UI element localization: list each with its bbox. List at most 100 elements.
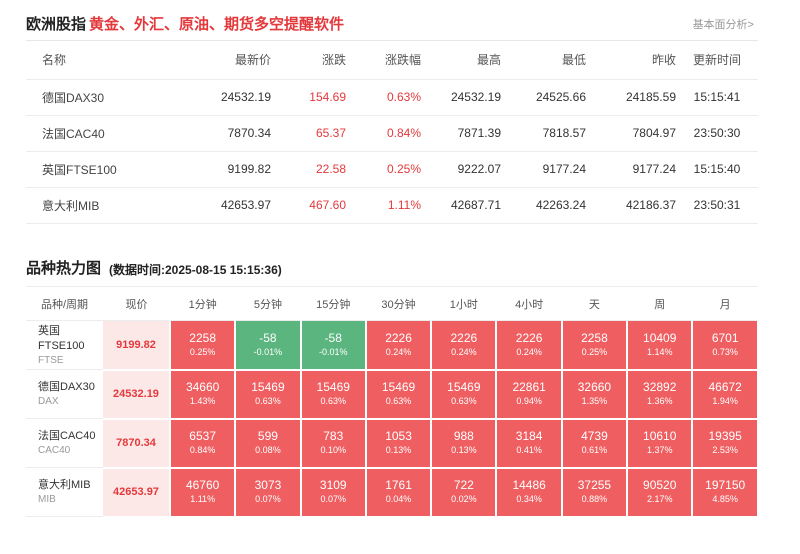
heatmap-cell[interactable]: 722 0.02% — [431, 467, 498, 518]
heatmap-cell[interactable]: 2226 0.24% — [431, 320, 498, 371]
symbol-code: DAX — [38, 396, 59, 407]
heatmap-cell[interactable]: 19395 2.53% — [692, 418, 759, 469]
heatmap-cell[interactable]: 6537 0.84% — [170, 418, 237, 469]
col-header-low: 最低 — [501, 41, 586, 80]
heatmap-cell[interactable]: 32660 1.35% — [561, 369, 629, 420]
symbol-cell[interactable]: 法国CAC40 CAC40 — [26, 418, 103, 468]
heatmap-cell[interactable]: 34660 1.43% — [170, 369, 237, 420]
heatmap-cell-pct: 0.24% — [385, 346, 412, 357]
heatmap-row[interactable]: 意大利MIB MIB 42653.97 46760 1.11% 3073 0.07% 3109… — [26, 467, 759, 518]
index-name[interactable]: 意大利MIB — [26, 187, 171, 224]
heatmap-cell[interactable]: 599 0.08% — [235, 418, 302, 469]
heatmap-cell[interactable]: -58 -0.01% — [235, 320, 302, 371]
heatmap-cell-value: 1053 — [385, 429, 412, 443]
heatmap-cell[interactable]: 1053 0.13% — [365, 418, 433, 469]
heatmap-cell-pct: 0.84% — [189, 445, 216, 455]
col-header-30min[interactable]: 30分钟 — [365, 286, 432, 321]
heatmap-cell-value: 2226 — [515, 330, 543, 345]
heatmap-cell[interactable]: -58 -0.01% — [300, 320, 367, 371]
col-header-day[interactable]: 天 — [561, 286, 628, 321]
heatmap-cell[interactable]: 2258 0.25% — [170, 320, 237, 371]
current-price: 7870.34 — [103, 418, 171, 469]
heatmap-cell[interactable]: 37255 0.88% — [561, 467, 629, 518]
heatmap-cell[interactable]: 3184 0.41% — [496, 418, 563, 469]
heatmap-cell-value: 90520 — [643, 478, 677, 492]
heatmap-cell[interactable]: 46672 1.94% — [692, 369, 759, 420]
heatmap-cell[interactable]: 2258 0.25% — [561, 320, 629, 371]
heatmap-cell[interactable]: 32892 1.36% — [627, 369, 694, 420]
heatmap-cell-pct: 0.94% — [516, 396, 542, 406]
col-header-high: 最高 — [421, 41, 501, 80]
heatmap-cell-value: 1761 — [385, 478, 412, 492]
col-header-change: 涨跌 — [271, 41, 346, 80]
heatmap-cell-pct: 1.11% — [190, 494, 216, 504]
heatmap-cell[interactable]: 15469 0.63% — [235, 369, 302, 420]
heatmap-cell-pct: 0.04% — [385, 494, 412, 504]
heatmap-cell[interactable]: 197150 4.85% — [692, 467, 759, 518]
heatmap-cell[interactable]: 15469 0.63% — [431, 369, 498, 420]
heatmap-cell[interactable]: 3109 0.07% — [300, 467, 367, 518]
promo-slogan-link[interactable]: 黄金、外汇、原油、期货多空提醒软件 — [89, 16, 345, 33]
col-header-week[interactable]: 周 — [627, 286, 693, 321]
heatmap-cell-value: 15469 — [316, 380, 350, 394]
col-header-month[interactable]: 月 — [692, 286, 758, 321]
heatmap-row[interactable]: 德国DAX30 DAX 24532.19 34660 1.43% 15469 0.63% 15… — [26, 369, 759, 420]
heatmap-cell[interactable]: 4739 0.61% — [561, 418, 629, 469]
table-row[interactable]: 法国CAC40 7870.34 65.37 0.84% 7871.39 7818… — [26, 115, 758, 152]
table-row[interactable]: 德国DAX30 24532.19 154.69 0.63% 24532.19 2… — [26, 79, 758, 116]
col-header-name: 名称 — [26, 41, 171, 80]
index-name[interactable]: 法国CAC40 — [26, 115, 171, 152]
col-header-last: 最新价 — [171, 41, 271, 80]
heatmap-cell[interactable]: 10409 1.14% — [627, 320, 694, 371]
last-price: 9199.82 — [171, 151, 271, 188]
heatmap-cell[interactable]: 15469 0.63% — [365, 369, 433, 420]
heatmap-cell[interactable]: 15469 0.63% — [300, 369, 367, 420]
symbol-cell[interactable]: 德国DAX30 DAX — [26, 369, 103, 419]
heatmap-row[interactable]: 法国CAC40 CAC40 7870.34 6537 0.84% 599 0.08% 783 0… — [26, 418, 759, 469]
index-name[interactable]: 英国FTSE100 — [26, 151, 171, 188]
heatmap-cell-pct: 1.35% — [581, 396, 608, 406]
heatmap-cell-pct: 2.17% — [646, 494, 673, 504]
col-header-15min[interactable]: 15分钟 — [300, 286, 366, 321]
heatmap-cell-value: 6537 — [189, 429, 216, 443]
fundamental-analysis-link[interactable]: 基本面分析> — [692, 19, 754, 31]
heatmap-cell[interactable]: 783 0.10% — [300, 418, 367, 469]
heatmap-row[interactable]: 英国FTSE100 FTSE 9199.82 2258 0.25% -58 -0.01% -5… — [26, 320, 759, 371]
col-header-1hour[interactable]: 1小时 — [431, 286, 497, 321]
col-header-1min[interactable]: 1分钟 — [170, 286, 236, 321]
heatmap-cell[interactable]: 2226 0.24% — [496, 320, 563, 371]
col-header-4hour[interactable]: 4小时 — [496, 286, 562, 321]
heatmap-cell[interactable]: 22861 0.94% — [496, 369, 563, 420]
symbol-name: 英国FTSE100 — [38, 324, 85, 352]
change: 65.37 — [271, 115, 346, 152]
index-quote-table: 名称 最新价 涨跌 涨跌幅 最高 最低 昨收 更新时间 德国DAX30 2453… — [26, 41, 758, 224]
index-name[interactable]: 德国DAX30 — [26, 79, 171, 116]
heatmap-cell-pct: 2.53% — [712, 445, 738, 455]
col-header-price: 现价 — [103, 286, 170, 321]
heatmap-cell-value: 988 — [453, 429, 474, 443]
heatmap-cell[interactable]: 14486 0.34% — [496, 467, 563, 518]
table-row[interactable]: 意大利MIB 42653.97 467.60 1.11% 42687.71 42… — [26, 187, 758, 224]
heatmap-cell[interactable]: 90520 2.17% — [627, 467, 694, 518]
heatmap-table: 品种/周期 现价 1分钟 5分钟 15分钟 30分钟 1小时 4小时 天 周 月… — [26, 286, 759, 518]
symbol-cell[interactable]: 英国FTSE100 FTSE — [26, 320, 103, 370]
heatmap-cell-value: -58 — [324, 330, 342, 345]
heatmap-cell[interactable]: 2226 0.24% — [365, 320, 433, 371]
heatmap-cell[interactable]: 6701 0.73% — [692, 320, 759, 371]
heatmap-cell-value: 3073 — [254, 478, 282, 492]
low: 42263.24 — [501, 187, 586, 224]
col-header-5min[interactable]: 5分钟 — [235, 286, 301, 321]
col-header-change-pct: 涨跌幅 — [346, 41, 421, 80]
heatmap-cell[interactable]: 3073 0.07% — [235, 467, 302, 518]
heatmap-cell[interactable]: 988 0.13% — [431, 418, 498, 469]
heatmap-cell-pct: 0.63% — [255, 396, 281, 406]
high: 9222.07 — [421, 151, 501, 188]
last-price: 7870.34 — [171, 115, 271, 152]
section-title: 欧洲股指 — [26, 16, 87, 33]
symbol-name: 德国DAX30 — [38, 381, 95, 393]
symbol-cell[interactable]: 意大利MIB MIB — [26, 467, 103, 517]
heatmap-cell[interactable]: 46760 1.11% — [170, 467, 237, 518]
heatmap-cell[interactable]: 1761 0.04% — [365, 467, 433, 518]
table-row[interactable]: 英国FTSE100 9199.82 22.58 0.25% 9222.07 91… — [26, 151, 758, 188]
heatmap-cell[interactable]: 10610 1.37% — [627, 418, 694, 469]
